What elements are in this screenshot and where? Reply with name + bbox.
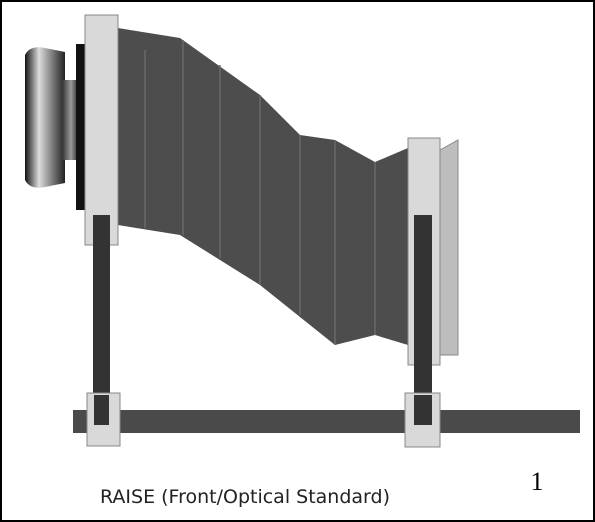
figure-number: 1 bbox=[531, 467, 544, 496]
caption: RAISE (Front/Optical Standard) bbox=[100, 486, 390, 508]
rail bbox=[73, 410, 580, 433]
front-standard bbox=[84, 14, 121, 447]
bellows-folds bbox=[144, 40, 376, 345]
lens bbox=[25, 44, 85, 210]
rear-standard bbox=[404, 137, 459, 448]
